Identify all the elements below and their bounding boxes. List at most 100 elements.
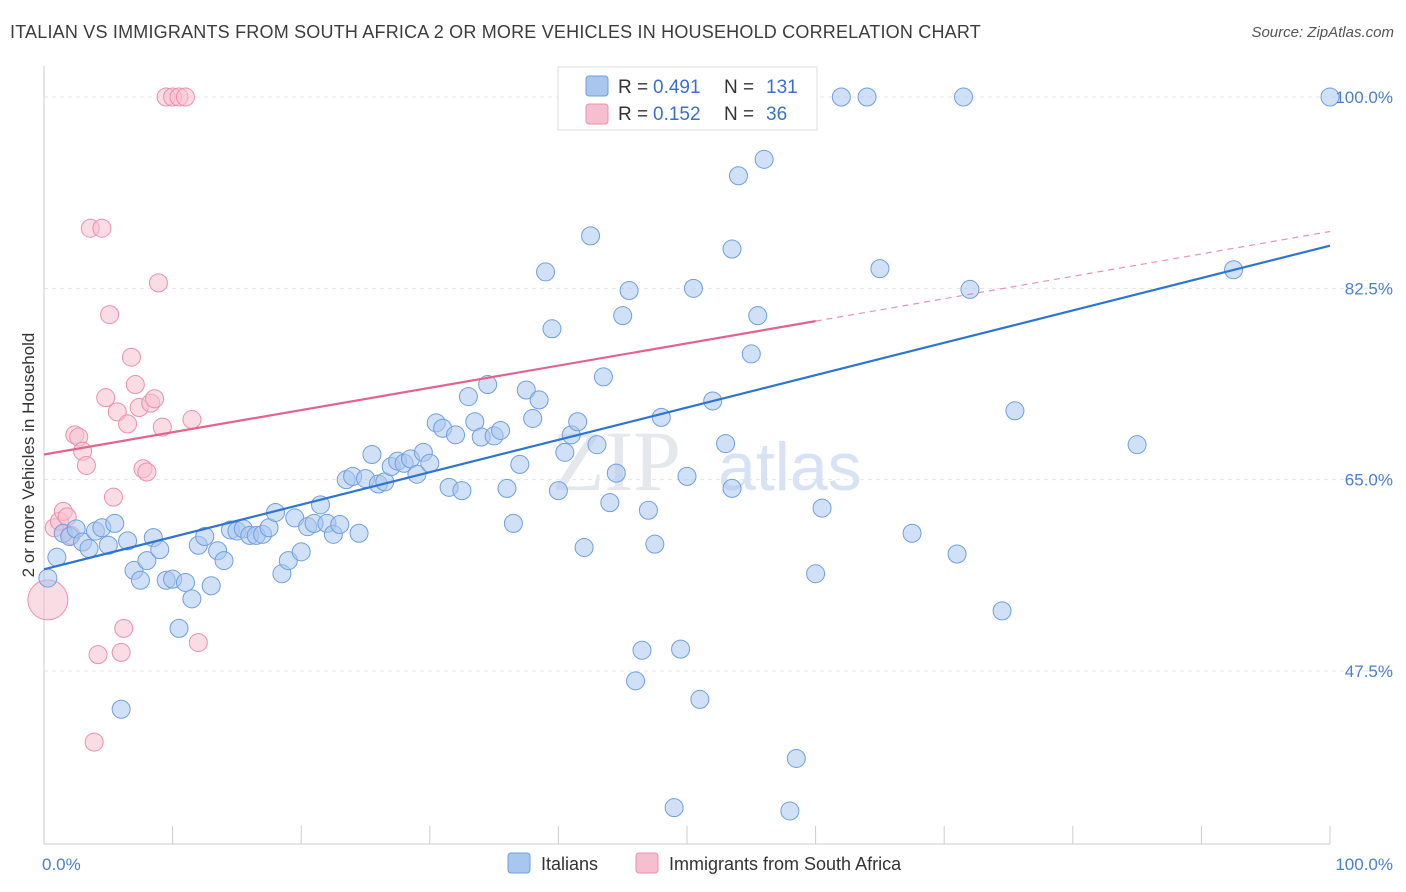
italians-point (651, 407, 671, 427)
south-africa-point (103, 487, 123, 507)
south-africa-point (118, 414, 138, 434)
watermark: ZIP atlas (552, 413, 862, 509)
italians-point (593, 367, 613, 387)
bottom-legend-italians: Italians (541, 854, 598, 874)
legend-r-label: R = (618, 77, 648, 98)
italians-point (182, 589, 202, 609)
italians-point (619, 281, 639, 301)
italians-point (1320, 87, 1340, 107)
south-africa-trend-extension (815, 230, 1331, 322)
italians-point (214, 551, 234, 571)
x-tick-labels: 0.0% 100.0% (42, 855, 1393, 874)
south-africa-point (137, 462, 157, 482)
italians-point (960, 279, 980, 299)
series-blue-points (38, 87, 1340, 821)
series-legend: Italians Immigrants from South Africa (507, 852, 902, 874)
italians-point (722, 239, 742, 259)
italians-point (503, 513, 523, 533)
italians-point (555, 442, 575, 462)
x-tick-label: 0.0% (42, 855, 81, 874)
italians-point (683, 278, 703, 298)
bottom-legend-swatch-pink (635, 852, 659, 874)
x-tick-label: 100.0% (1335, 855, 1393, 874)
south-africa-trend-line (43, 320, 816, 456)
italians-point (497, 478, 517, 498)
italians-point (812, 498, 832, 518)
y-tick-label: 47.5% (1345, 662, 1393, 681)
south-africa-point (152, 417, 172, 437)
chart-title: ITALIAN VS IMMIGRANTS FROM SOUTH AFRICA … (10, 22, 981, 42)
italians-point (175, 572, 195, 592)
legend-n-label: N = (724, 104, 754, 125)
italians-point (902, 523, 922, 543)
south-africa-point (175, 87, 195, 107)
series-pink-points (27, 87, 208, 752)
south-africa-point (92, 218, 112, 238)
italians-point (79, 539, 99, 559)
italians-point (664, 798, 684, 818)
italians-point (169, 618, 189, 638)
italians-point (741, 344, 761, 364)
south-africa-point (188, 633, 208, 653)
italians-point (478, 375, 498, 395)
south-africa-point (96, 388, 116, 408)
bottom-legend-swatch-blue (507, 852, 531, 874)
bottom-legend-south-africa: Immigrants from South Africa (669, 854, 902, 874)
y-tick-label: 82.5% (1345, 279, 1393, 298)
italians-point (574, 537, 594, 557)
italians-point (118, 531, 138, 551)
grid (44, 96, 1392, 672)
italians-point (542, 319, 562, 339)
italians-point (452, 481, 472, 501)
legend-swatch-pink (585, 103, 609, 125)
italians-point (992, 601, 1012, 621)
italians-point (137, 551, 157, 571)
legend-n-value-pink: 36 (766, 104, 787, 125)
south-africa-point (148, 273, 168, 293)
italians-point (446, 425, 466, 445)
italians-point (536, 262, 556, 282)
south-africa-point (100, 305, 120, 325)
south-africa-point (125, 375, 145, 395)
italians-trend-line (43, 244, 1331, 571)
italians-point (111, 699, 131, 719)
italians-point (195, 527, 215, 547)
italians-point (754, 149, 774, 169)
south-africa-point (84, 732, 104, 752)
italians-point (491, 420, 511, 440)
south-africa-point (121, 347, 141, 367)
italians-point (201, 576, 221, 596)
italians-point (728, 166, 748, 186)
italians-point (1005, 401, 1025, 421)
italians-point (587, 435, 607, 455)
italians-point (690, 689, 710, 709)
italians-point (857, 87, 877, 107)
y-tick-label: 65.0% (1345, 471, 1393, 490)
legend-n-value-blue: 131 (766, 77, 798, 98)
italians-point (568, 412, 588, 432)
italians-point (150, 540, 170, 560)
italians-point (953, 87, 973, 107)
italians-point (645, 534, 665, 554)
italians-point (613, 306, 633, 326)
legend-n-label: N = (724, 77, 754, 98)
italians-point (600, 493, 620, 513)
italians-point (130, 570, 150, 590)
south-africa-point (88, 645, 108, 665)
italians-point (330, 514, 350, 534)
axes (43, 66, 1331, 845)
italians-point (947, 544, 967, 564)
italians-point (529, 390, 549, 410)
south-africa-point (76, 455, 96, 475)
italians-point (105, 513, 125, 533)
y-axis-label: 2 or more Vehicles in Household (19, 333, 38, 578)
italians-point (362, 445, 382, 465)
correlation-legend: R = 0.491 N = 131 R = 0.152 N = 36 (557, 66, 818, 131)
legend-r-value-blue: 0.491 (653, 77, 701, 98)
italians-point (548, 481, 568, 501)
south-africa-point (145, 389, 165, 409)
legend-r-value-pink: 0.152 (653, 104, 701, 125)
italians-point (523, 408, 543, 428)
italians-point (677, 466, 697, 486)
italians-point (806, 564, 826, 584)
